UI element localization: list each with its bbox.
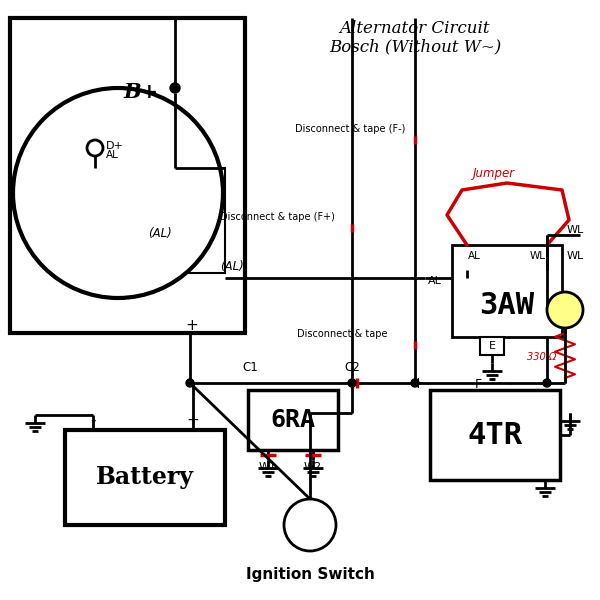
Text: Disconnect & tape (F-): Disconnect & tape (F-)	[295, 124, 406, 134]
Text: WL: WL	[567, 225, 584, 235]
Text: 3AW: 3AW	[479, 290, 535, 319]
Circle shape	[547, 292, 583, 328]
Text: Disconnect & tape (F+): Disconnect & tape (F+)	[220, 212, 335, 222]
Text: Bosch (Without W~): Bosch (Without W~)	[329, 38, 501, 55]
Text: 330 Ω: 330 Ω	[527, 352, 556, 362]
Text: +: +	[185, 317, 199, 332]
Bar	[95, 168, 225, 273]
Text: (AL): (AL)	[148, 226, 172, 239]
Bar	[452, 245, 562, 337]
Text: Disconnect & tape: Disconnect & tape	[297, 329, 388, 339]
Text: Jumper: Jumper	[473, 167, 515, 180]
Text: W2: W2	[304, 462, 322, 472]
Text: WL: WL	[567, 251, 584, 261]
Bar	[10, 18, 245, 333]
Circle shape	[13, 88, 223, 298]
Bar	[480, 337, 504, 355]
Text: -: -	[90, 413, 96, 428]
Circle shape	[284, 499, 336, 551]
Circle shape	[411, 379, 419, 387]
Text: 4TR: 4TR	[467, 421, 523, 449]
Text: Battery: Battery	[96, 465, 194, 489]
Bar	[248, 390, 338, 450]
Text: 6RA: 6RA	[271, 408, 316, 432]
Text: -: -	[507, 376, 513, 391]
Text: AL: AL	[106, 150, 119, 160]
Circle shape	[170, 83, 180, 93]
Text: WL: WL	[530, 251, 546, 261]
Text: Ignition Switch: Ignition Switch	[245, 567, 374, 582]
Text: +: +	[412, 376, 424, 391]
Text: W1: W1	[259, 462, 277, 472]
Text: E: E	[488, 341, 496, 351]
Circle shape	[87, 140, 103, 156]
Bar	[430, 390, 560, 480]
Bar	[65, 430, 225, 525]
Text: B+: B+	[123, 82, 158, 102]
Text: D+: D+	[106, 141, 124, 151]
Text: C2: C2	[344, 361, 360, 374]
Circle shape	[348, 379, 356, 387]
Circle shape	[186, 379, 194, 387]
Text: (AL): (AL)	[220, 260, 244, 273]
Text: Alternator Circuit: Alternator Circuit	[340, 20, 490, 37]
Text: AL: AL	[428, 276, 442, 286]
Text: +: +	[187, 413, 199, 428]
Text: AL: AL	[468, 251, 481, 261]
Circle shape	[543, 379, 551, 387]
Text: C1: C1	[242, 361, 258, 374]
Text: F: F	[475, 378, 482, 391]
